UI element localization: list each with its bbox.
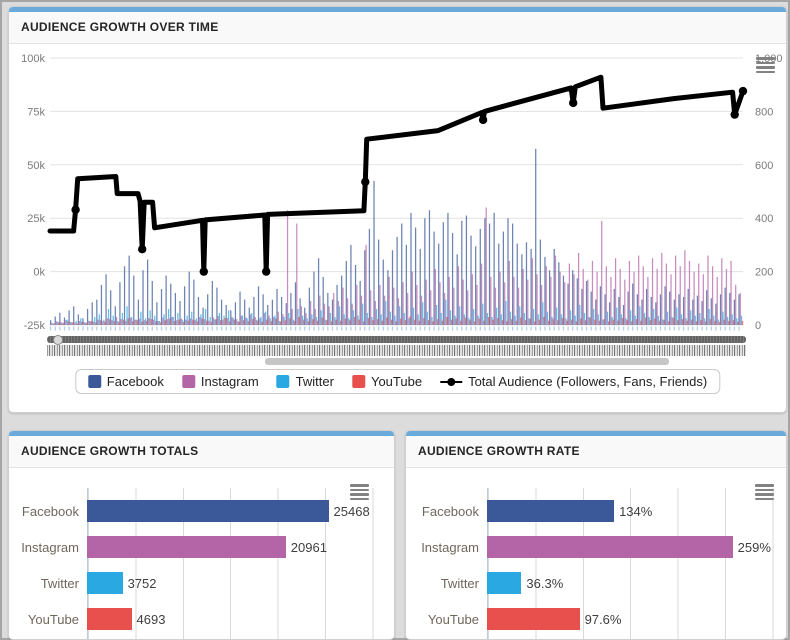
instagram-bar[interactable] <box>487 536 733 558</box>
instagram-swatch-icon <box>181 375 195 388</box>
category-label: Facebook <box>21 503 79 519</box>
navigator-drag-handle-icon[interactable] <box>53 335 63 345</box>
panel-title: AUDIENCE GROWTH RATE <box>406 436 786 468</box>
value-label: 25468 <box>333 503 370 519</box>
x-axis-date-labels <box>47 345 746 356</box>
legend-label: YouTube <box>370 374 423 389</box>
table-row: Facebook 25468 <box>9 500 394 522</box>
facebook-bar[interactable] <box>87 500 329 522</box>
legend-label: Facebook <box>106 374 164 389</box>
facebook-bar[interactable] <box>487 500 615 522</box>
table-row: Instagram 259% <box>406 536 786 558</box>
legend-item-twitter[interactable]: Twitter <box>276 374 334 389</box>
legend-label: Total Audience (Followers, Fans, Friends… <box>468 374 708 389</box>
value-label: 4693 <box>136 611 166 627</box>
line-marker-icon <box>440 375 463 388</box>
chart-legend: Facebook Instagram Twitter YouTube Total… <box>74 369 721 394</box>
svg-text:400: 400 <box>755 213 773 225</box>
legend-item-facebook[interactable]: Facebook <box>87 374 164 389</box>
svg-text:50k: 50k <box>27 160 45 172</box>
value-label: 3752 <box>127 575 157 591</box>
category-label: YouTube <box>27 611 79 627</box>
chart-navigator-scrollbar[interactable] <box>47 335 746 345</box>
category-label: Facebook <box>421 503 479 519</box>
value-label: 97.6% <box>584 611 622 627</box>
instagram-bar[interactable] <box>87 536 286 558</box>
svg-text:800: 800 <box>755 106 773 118</box>
svg-text:100k: 100k <box>21 53 45 65</box>
table-row: Twitter 36.3% <box>406 572 786 594</box>
panel-accent-bar <box>9 7 786 12</box>
youtube-bar[interactable] <box>487 608 580 630</box>
export-menu-icon[interactable] <box>755 484 774 502</box>
category-label: Twitter <box>40 575 79 591</box>
legend-item-total-audience[interactable]: Total Audience (Followers, Fans, Friends… <box>440 374 707 389</box>
table-row: Twitter 3752 <box>9 572 394 594</box>
value-label: 20961 <box>290 539 327 555</box>
category-label: Instagram <box>421 539 479 555</box>
legend-item-youtube[interactable]: YouTube <box>351 374 423 389</box>
svg-text:75k: 75k <box>27 106 45 118</box>
audience-growth-over-time-panel: AUDIENCE GROWTH OVER TIME 100k1,00075k80… <box>8 6 787 413</box>
table-row: Instagram 20961 <box>9 536 394 558</box>
category-label: Twitter <box>440 575 479 591</box>
audience-growth-totals-panel: AUDIENCE GROWTH TOTALS Facebook 25468 In… <box>8 430 395 640</box>
legend-label: Twitter <box>295 374 334 389</box>
svg-text:0: 0 <box>755 320 761 332</box>
youtube-swatch-icon <box>351 375 365 388</box>
svg-text:25k: 25k <box>27 213 45 225</box>
legend-item-instagram[interactable]: Instagram <box>181 374 259 389</box>
category-label: Instagram <box>21 539 79 555</box>
value-label: 36.3% <box>526 575 564 591</box>
twitter-swatch-icon <box>276 375 290 388</box>
table-row: YouTube 4693 <box>9 608 394 630</box>
table-row: Facebook 134% <box>406 500 786 522</box>
value-label: 259% <box>737 539 771 555</box>
twitter-bar[interactable] <box>487 572 522 594</box>
table-row: YouTube 97.6% <box>406 608 786 630</box>
rate-chart: Facebook 134% Instagram 259% Twitter 36.… <box>406 470 786 639</box>
category-label: YouTube <box>427 611 479 627</box>
svg-text:-25k: -25k <box>24 320 46 332</box>
audience-growth-rate-panel: AUDIENCE GROWTH RATE Facebook 134% Insta… <box>405 430 787 640</box>
panel-title: AUDIENCE GROWTH TOTALS <box>9 436 394 468</box>
twitter-bar[interactable] <box>87 572 123 594</box>
youtube-bar[interactable] <box>87 608 132 630</box>
facebook-swatch-icon <box>87 375 101 388</box>
legend-label: Instagram <box>200 374 259 389</box>
panel-title: AUDIENCE GROWTH OVER TIME <box>9 12 786 44</box>
panel-accent-bar <box>406 431 786 436</box>
totals-chart: Facebook 25468 Instagram 20961 Twitter 3… <box>9 470 394 639</box>
svg-text:0k: 0k <box>33 267 45 279</box>
panel-accent-bar <box>9 431 394 436</box>
export-menu-icon[interactable] <box>756 57 775 75</box>
horizontal-scrollbar[interactable] <box>265 358 669 365</box>
svg-text:600: 600 <box>755 160 773 172</box>
value-label: 134% <box>619 503 653 519</box>
export-menu-icon[interactable] <box>350 484 369 502</box>
svg-text:200: 200 <box>755 267 773 279</box>
